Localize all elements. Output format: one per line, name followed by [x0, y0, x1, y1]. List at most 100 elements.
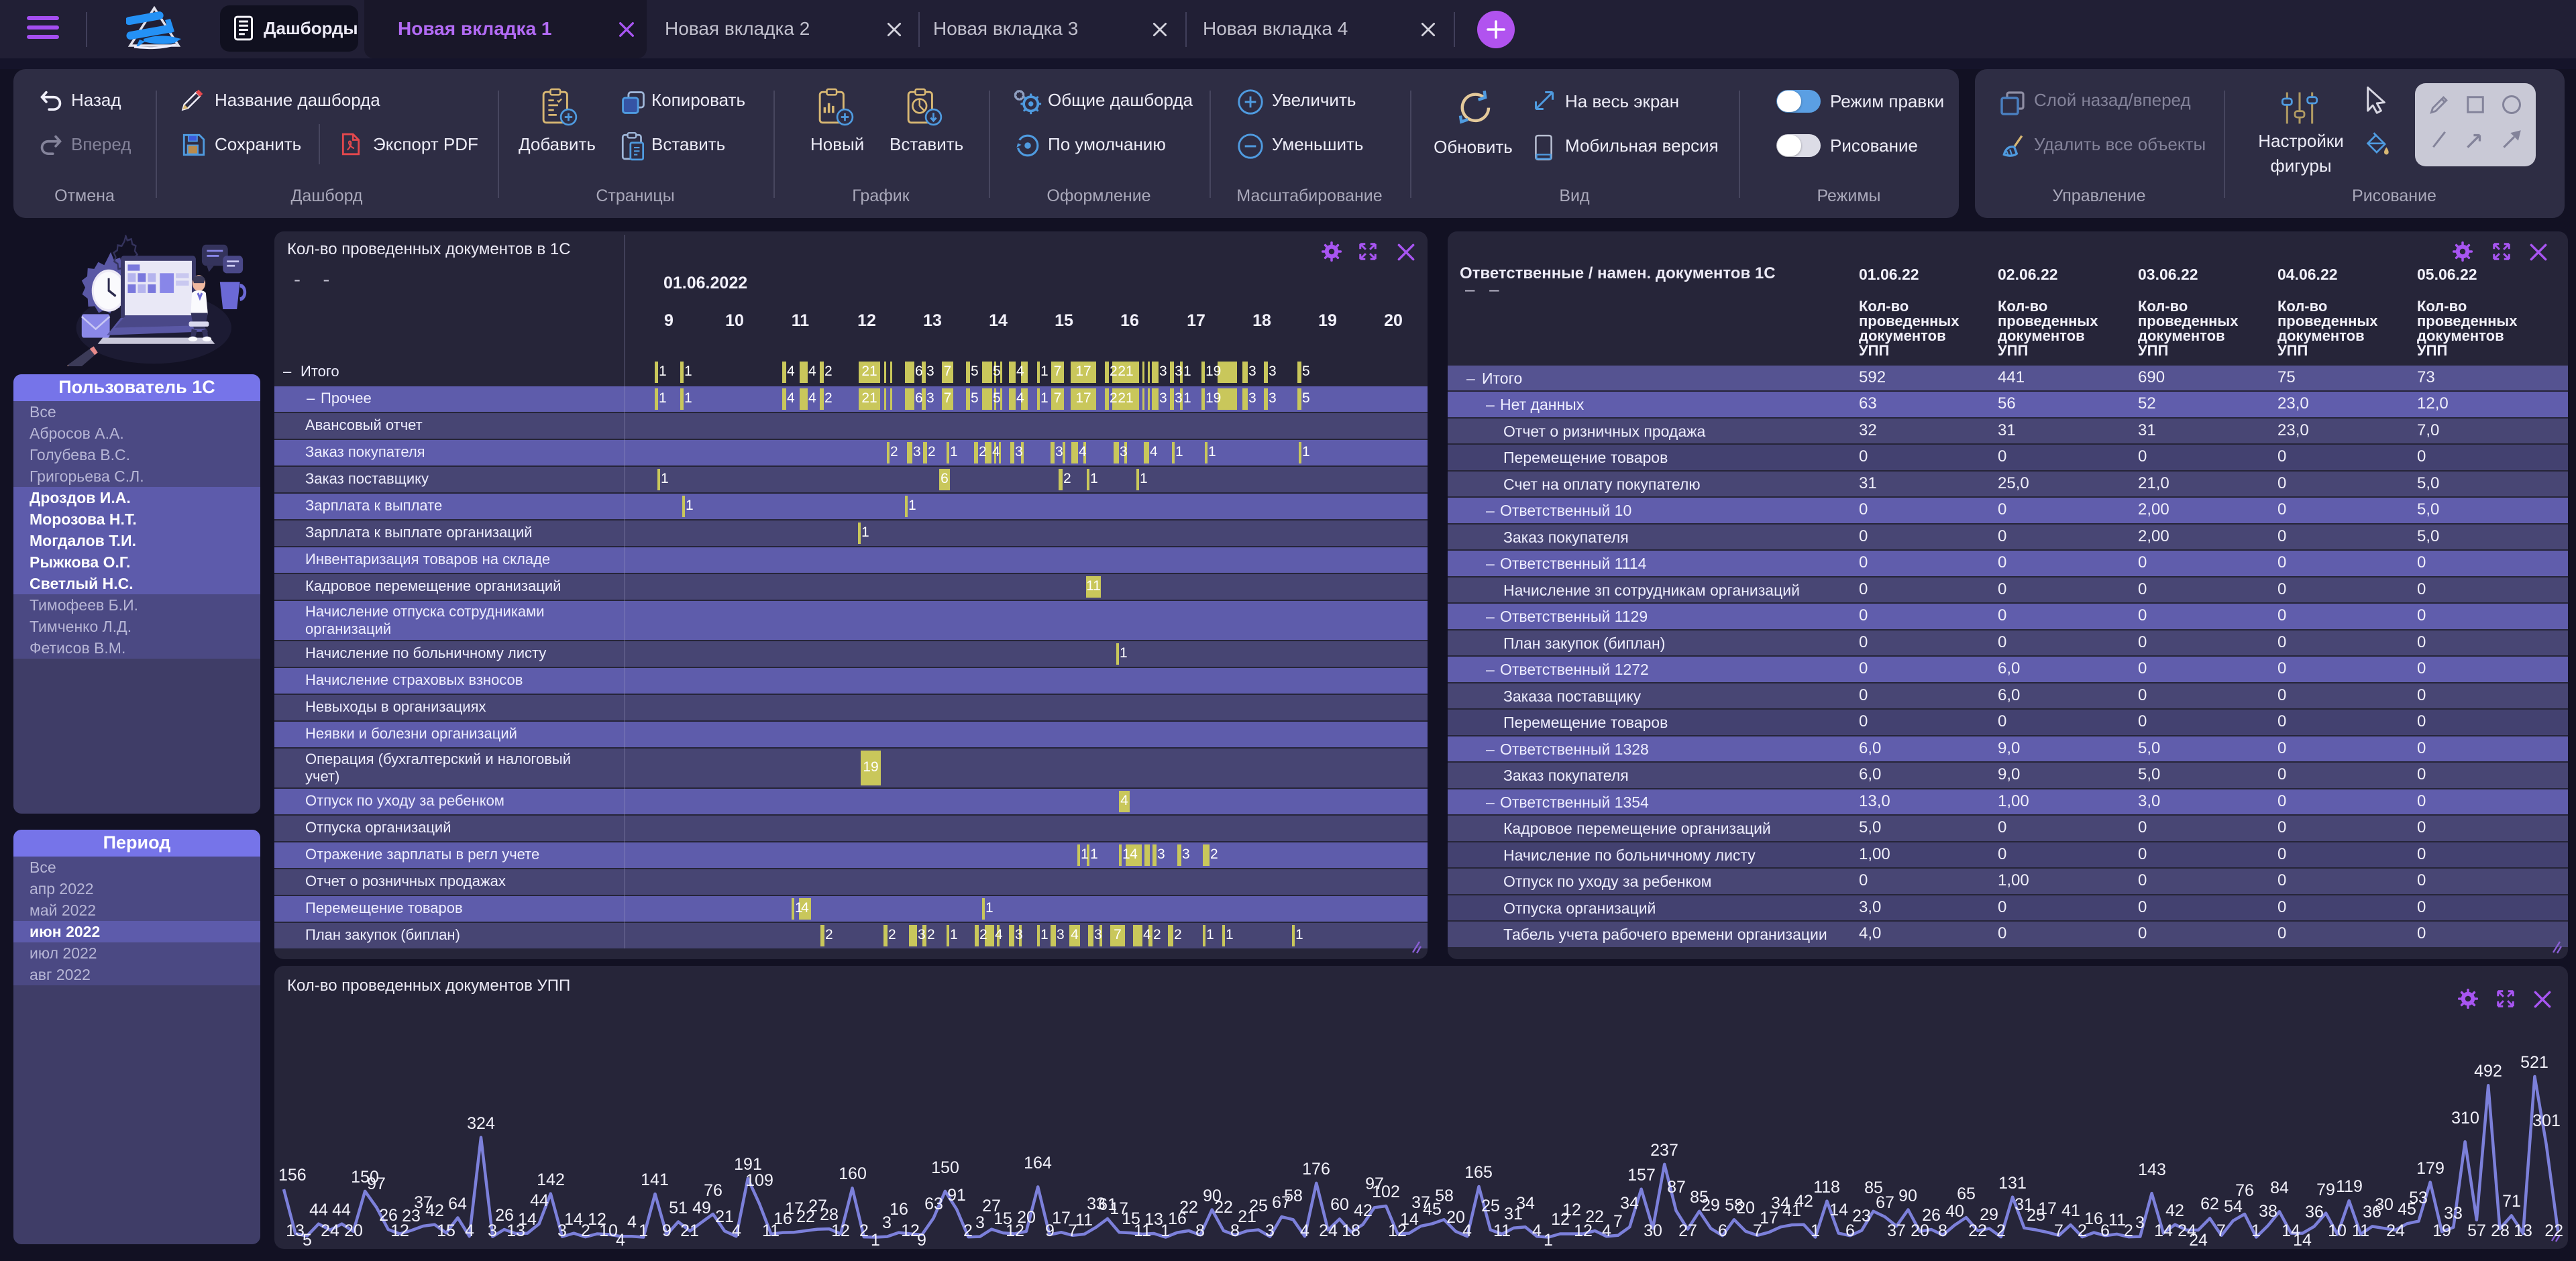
svg-text:25: 25: [2027, 1206, 2045, 1225]
svg-text:3: 3: [488, 1221, 497, 1240]
svg-text:2: 2: [1996, 1221, 2006, 1240]
svg-text:301: 301: [2532, 1111, 2561, 1130]
svg-text:3: 3: [975, 1213, 985, 1232]
svg-text:37: 37: [1411, 1193, 1430, 1212]
svg-text:22: 22: [1585, 1207, 1604, 1226]
svg-text:191: 191: [734, 1155, 762, 1174]
svg-text:58: 58: [1725, 1196, 1743, 1215]
svg-text:85: 85: [1690, 1188, 1709, 1207]
svg-text:14: 14: [2293, 1231, 2312, 1249]
svg-text:23: 23: [1852, 1207, 1871, 1225]
svg-text:26: 26: [379, 1206, 398, 1225]
svg-text:16: 16: [890, 1200, 908, 1219]
svg-text:16: 16: [2084, 1209, 2103, 1228]
svg-text:4: 4: [1532, 1221, 1542, 1240]
svg-text:12: 12: [1006, 1221, 1024, 1240]
svg-text:24: 24: [2178, 1221, 2196, 1240]
svg-text:10: 10: [599, 1221, 618, 1240]
svg-text:26: 26: [1922, 1206, 1941, 1225]
svg-text:16: 16: [1168, 1209, 1187, 1228]
svg-text:11: 11: [1493, 1221, 1511, 1240]
svg-text:41: 41: [2061, 1201, 2080, 1220]
svg-text:13: 13: [2514, 1221, 2532, 1240]
svg-text:6: 6: [1845, 1221, 1855, 1240]
svg-text:160: 160: [839, 1164, 867, 1183]
svg-text:58: 58: [1284, 1187, 1303, 1205]
svg-text:27: 27: [1678, 1221, 1697, 1240]
svg-text:1: 1: [871, 1231, 880, 1249]
svg-text:156: 156: [278, 1166, 307, 1185]
svg-text:17: 17: [1110, 1199, 1128, 1218]
svg-text:150: 150: [931, 1158, 959, 1177]
svg-text:36: 36: [2305, 1203, 2324, 1221]
svg-text:44: 44: [530, 1191, 549, 1210]
svg-text:12: 12: [1574, 1221, 1593, 1240]
svg-text:16: 16: [773, 1209, 792, 1228]
svg-text:310: 310: [2451, 1109, 2479, 1128]
svg-text:15: 15: [994, 1209, 1012, 1228]
svg-text:22: 22: [2544, 1221, 2563, 1240]
svg-text:91: 91: [947, 1186, 966, 1205]
svg-text:11: 11: [2108, 1211, 2126, 1229]
svg-text:165: 165: [1464, 1163, 1493, 1182]
svg-text:24: 24: [2189, 1231, 2208, 1249]
svg-text:79: 79: [2316, 1181, 2335, 1199]
svg-text:11: 11: [762, 1221, 780, 1240]
svg-text:17: 17: [785, 1199, 804, 1218]
svg-text:20: 20: [344, 1221, 363, 1240]
svg-text:58: 58: [1435, 1187, 1454, 1205]
svg-text:44: 44: [332, 1201, 351, 1219]
svg-text:12: 12: [1388, 1221, 1407, 1240]
svg-text:34: 34: [1771, 1194, 1790, 1213]
svg-text:2: 2: [859, 1221, 869, 1240]
svg-text:7: 7: [1613, 1212, 1623, 1231]
svg-text:44: 44: [309, 1201, 328, 1219]
svg-text:10: 10: [2328, 1221, 2347, 1240]
svg-text:109: 109: [745, 1171, 773, 1190]
svg-text:4: 4: [1602, 1221, 1611, 1240]
svg-text:25: 25: [1249, 1197, 1268, 1215]
svg-text:8: 8: [1938, 1221, 1947, 1240]
svg-text:13: 13: [286, 1221, 305, 1240]
svg-text:6: 6: [1718, 1221, 1727, 1240]
svg-text:2: 2: [2078, 1221, 2087, 1240]
svg-text:37: 37: [414, 1193, 433, 1212]
svg-text:90: 90: [1898, 1187, 1917, 1205]
svg-text:119: 119: [2336, 1177, 2363, 1196]
svg-text:85: 85: [1864, 1178, 1883, 1197]
svg-text:24: 24: [321, 1221, 339, 1240]
svg-text:27: 27: [982, 1197, 1001, 1215]
svg-text:28: 28: [820, 1205, 839, 1224]
svg-text:30: 30: [1644, 1221, 1662, 1240]
svg-text:31: 31: [1504, 1205, 1523, 1223]
svg-text:22: 22: [796, 1207, 815, 1226]
svg-text:12: 12: [1562, 1201, 1581, 1219]
svg-text:28: 28: [2491, 1221, 2510, 1240]
svg-text:17: 17: [1760, 1209, 1778, 1227]
svg-text:24: 24: [2386, 1221, 2405, 1240]
svg-text:42: 42: [2165, 1201, 2184, 1220]
svg-text:2: 2: [2124, 1221, 2133, 1240]
svg-text:14: 14: [1400, 1210, 1419, 1229]
svg-text:42: 42: [425, 1201, 444, 1220]
svg-text:1: 1: [639, 1221, 648, 1240]
svg-text:11: 11: [1075, 1211, 1093, 1229]
svg-text:9: 9: [917, 1231, 926, 1249]
svg-text:9: 9: [1045, 1221, 1055, 1240]
svg-text:2: 2: [581, 1221, 590, 1240]
svg-text:31: 31: [2015, 1195, 2033, 1214]
svg-text:179: 179: [2416, 1159, 2445, 1178]
svg-text:13: 13: [1144, 1210, 1163, 1229]
svg-text:4: 4: [627, 1213, 637, 1231]
svg-text:12: 12: [901, 1221, 920, 1240]
svg-text:84: 84: [2270, 1178, 2289, 1197]
svg-text:7: 7: [1753, 1221, 1762, 1240]
svg-text:3: 3: [882, 1213, 892, 1232]
svg-text:1: 1: [1544, 1231, 1553, 1249]
svg-text:22: 22: [1214, 1198, 1233, 1217]
svg-text:7: 7: [2216, 1221, 2226, 1240]
svg-text:17: 17: [2038, 1199, 2057, 1218]
svg-text:22: 22: [1968, 1221, 1987, 1240]
svg-text:21: 21: [1238, 1207, 1256, 1226]
svg-text:20: 20: [1736, 1199, 1755, 1217]
